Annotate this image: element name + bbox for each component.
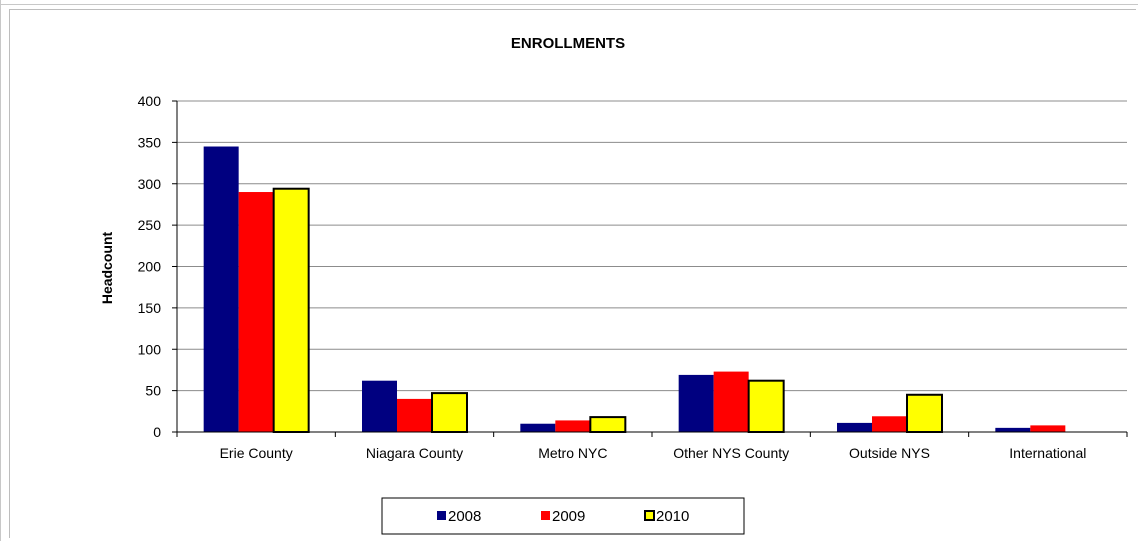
legend-label-2008: 2008 [448,508,481,525]
chart-frame [9,9,1136,538]
y-tick-label: 300 [138,176,162,192]
bar-2009-erie-county [238,192,274,432]
y-tick-label: 200 [138,259,162,275]
gridlines [172,100,1127,433]
bar-2010-erie-county [272,187,310,433]
y-tick-label: 400 [138,93,162,109]
x-tick-label: Erie County [220,445,293,461]
legend-label-2010: 2010 [656,508,689,525]
y-tick-label: 350 [138,134,162,150]
x-tick-label: Outside NYS [849,445,930,461]
x-tick-label: International [1009,445,1086,461]
bar-2009-metro-nyc [555,420,591,432]
bar-2010-niagara-county [431,392,468,434]
y-tick-label: 100 [138,341,162,357]
y-tick-label: 50 [145,383,161,399]
legend-swatch-2010 [644,510,655,521]
chart-title: ENROLLMENTS [511,35,625,52]
bar-2008-niagara-county [362,380,397,432]
bar-2008-outside-nys [837,422,872,432]
legend-box [381,497,745,535]
y-tick-label: 250 [138,217,162,233]
bar-2009-international [1030,425,1066,432]
x-tick-labels: Erie County Niagara County Metro NYC Other … [220,445,1087,461]
bar-2010-metro-nyc [589,416,627,434]
bar-2008-erie-county [203,146,239,432]
bar-2008-metro-nyc [520,423,556,432]
y-tick-labels: 0 50 100 150 200 250 300 350 400 [138,93,162,440]
bar-2009-outside-nys [872,416,907,432]
x-tick-label: Metro NYC [538,445,607,461]
x-tick-label: Other NYS County [673,445,789,461]
legend-label-2009: 2009 [552,508,585,525]
bar-2010-other-nys-county [747,379,785,434]
y-tick-label: 150 [138,300,162,316]
legend-swatch-2008 [437,511,446,520]
bar-2010-outside-nys [906,393,943,434]
legend: 2008 2009 2010 [381,497,745,535]
legend-swatch-2009 [541,511,550,520]
y-axis-label: Headcount [99,231,115,304]
bar-2008-international [995,427,1031,432]
window-top-border [0,4,1138,5]
bar-2009-other-nys-county [713,371,749,432]
bar-2008-other-nys-county [678,374,714,432]
axes [176,101,1128,437]
bars [203,146,1066,434]
bar-2009-niagara-county [397,398,432,432]
y-tick-label: 0 [153,424,161,440]
x-tick-label: Niagara County [366,445,463,461]
window-left-border [0,0,1,541]
